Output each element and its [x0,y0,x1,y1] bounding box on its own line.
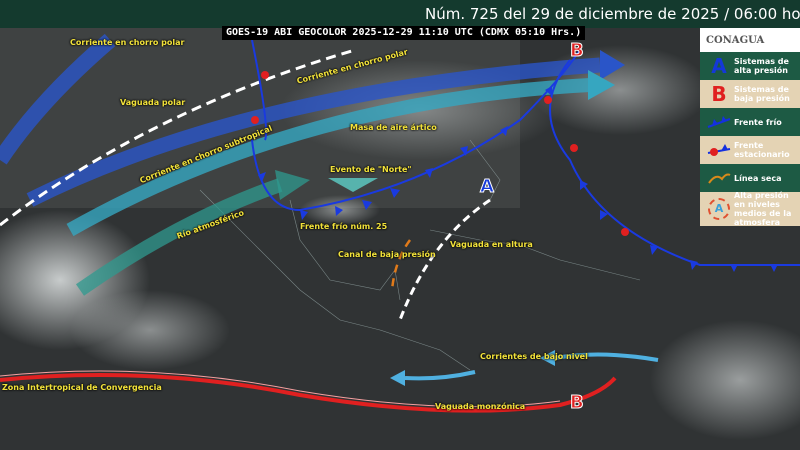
mid-level-high-icon: A [704,198,734,220]
polar-trough [0,48,356,227]
bulletin-header: Núm. 725 del 29 de diciembre de 2025 / 0… [0,0,800,28]
legend-label: Línea seca [734,173,782,183]
upper-trough [398,198,491,321]
dry-line [390,239,412,291]
low-pressure-marker-north: B [570,40,585,62]
cold-front-atlantic [544,59,800,272]
label-cold-front: Frente frío núm. 25 [300,222,388,231]
legend-label: Sistemas de baja presión [734,85,790,103]
legend-label: Frente frío [734,117,782,127]
legend-cold-front: Frente frío [700,108,800,136]
label-monsoon-trough: Vaguada monzónica [435,402,526,411]
legend-low-pressure: B Sistemas de baja presión [700,80,800,108]
label-low-level-currents: Corrientes de bajo nivel [480,352,588,361]
high-pressure-icon: A [711,54,727,78]
coastlines [199,139,641,371]
high-pressure-marker: A [480,176,495,198]
low-pressure-marker-south: B [570,392,585,414]
low-pressure-icon: B [711,82,727,106]
legend-dry-line: Línea seca [700,164,800,192]
polar-jet-west [0,33,116,165]
label-low-pressure-channel: Canal de baja presión [338,250,436,259]
label-itcz: Zona Intertropical de Convergencia [2,383,162,392]
stationary-front [251,39,269,141]
legend: CONAGUA A Sistemas de alta presión B Siste… [700,28,800,226]
label-polar-trough: Vaguada polar [120,98,186,107]
itcz [0,373,617,413]
label-polar-jet-west: Corriente en chorro polar [70,38,185,47]
low-level-currents [390,350,659,386]
legend-label: Alta presión en niveles medios de la atm… [734,191,792,226]
legend-high-pressure: A Sistemas de alta presión [700,52,800,80]
conagua-logo: CONAGUA [700,28,800,52]
subtropical-jet [66,70,615,237]
legend-label: Frente estacionario [734,141,790,159]
dry-line-icon [704,166,734,190]
label-arctic-air: Masa de aire ártico [350,123,437,132]
polar-jet [26,50,625,207]
satellite-caption: GOES-19 ABI GEOCOLOR 2025-12-29 11:10 UT… [222,26,586,40]
label-norte-event: Evento de "Norte" [330,165,412,174]
stationary-front-icon [704,138,734,162]
label-upper-trough: Vaguada en altura [450,240,533,249]
cold-front-icon [704,110,734,134]
legend-stationary-front: Frente estacionario [700,136,800,164]
atmospheric-river [75,170,310,296]
legend-label: Sistemas de alta presión [734,57,789,75]
legend-mid-level-high: A Alta presión en niveles medios de la at… [700,191,800,226]
norte-arrow [328,178,378,192]
cold-front-25 [251,49,581,220]
